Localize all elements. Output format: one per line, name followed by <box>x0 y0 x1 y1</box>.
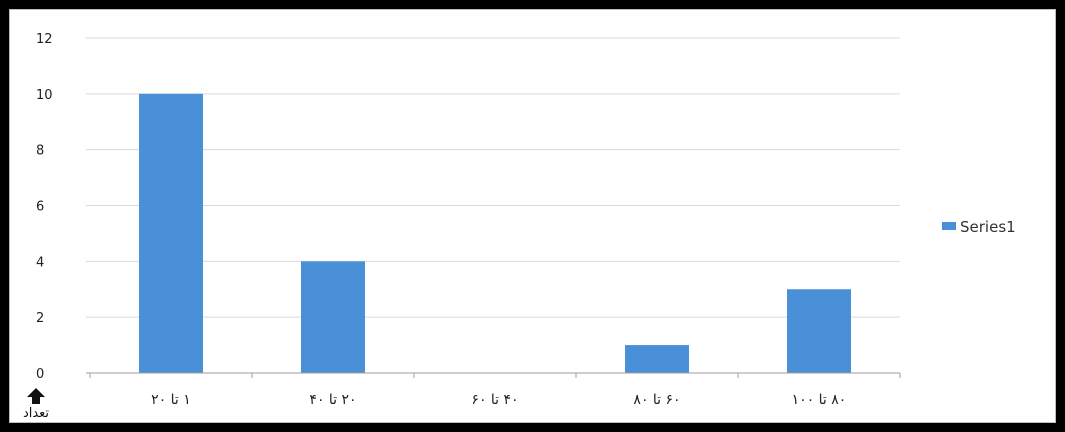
bars <box>139 93 851 373</box>
x-tick-label: ۸۰ تا ۱۰۰ <box>792 392 847 408</box>
bar <box>139 93 203 373</box>
y-tick-label: 10 <box>36 88 53 103</box>
y-axis-label: تعداد <box>23 388 49 421</box>
bar <box>301 261 365 373</box>
y-tick-label: 6 <box>36 200 44 215</box>
legend-swatch-series1 <box>942 222 956 230</box>
y-axis-ticks: 0 2 4 6 8 10 12 <box>36 32 53 382</box>
legend-label-series1: Series1 <box>960 218 1016 236</box>
x-axis-ticks: ۱ تا ۲۰ ۲۰ تا ۴۰ ۴۰ تا ۶۰ ۶۰ تا ۸۰ ۸۰ تا ۱۰۰ <box>89 373 901 408</box>
bar <box>625 345 689 373</box>
bar <box>787 289 851 373</box>
x-tick-label: ۱ تا ۲۰ <box>151 392 191 408</box>
y-tick-label: 8 <box>36 144 44 159</box>
x-tick-label: ۶۰ تا ۸۰ <box>633 392 680 408</box>
x-tick-label: ۴۰ تا ۶۰ <box>471 392 518 408</box>
gridlines <box>86 37 900 318</box>
x-tick-label: ۲۰ تا ۴۰ <box>309 392 356 408</box>
y-tick-label: 2 <box>36 311 44 326</box>
legend: Series1 <box>942 218 1016 236</box>
y-tick-label: 4 <box>36 255 44 270</box>
up-arrow-icon <box>27 388 45 404</box>
y-tick-label: 12 <box>36 32 53 47</box>
y-axis-title: تعداد <box>23 406 49 421</box>
chart-area-border <box>9 9 1056 423</box>
y-tick-label: 0 <box>36 367 44 382</box>
